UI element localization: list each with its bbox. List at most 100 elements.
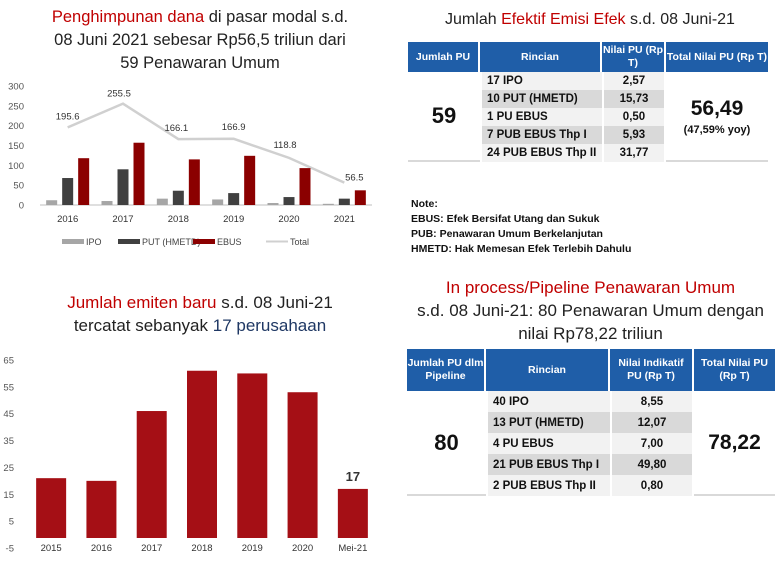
- fundraising-title-red: Penghimpunan dana: [51, 8, 205, 26]
- pipeline-table: Jumlah PU dlm Pipeline Rincian Nilai Ind…: [407, 349, 775, 496]
- bar-ebus-2019: [244, 155, 256, 205]
- note-block: Note: EBUS: Efek Bersifat Utang dan Suku…: [411, 197, 631, 257]
- pipeline-rincian: 13 PUT (HMETD): [486, 412, 610, 433]
- pipeline-nilai: 12,07: [610, 412, 694, 433]
- effective-section: Jumlah Efektif Emisi Efek s.d. 08 Juni-2…: [405, 8, 775, 31]
- note-line: PUB: Penawaran Umum Berkelanjutan: [411, 228, 603, 240]
- bar-ipo-2021: [322, 203, 334, 205]
- x-tick-label: 2017: [112, 214, 133, 225]
- pipeline-row: 80 40 IPO 8,55 78,22: [407, 391, 775, 496]
- x-tick-label: 2019: [242, 543, 263, 554]
- bar-ebus-2018: [188, 159, 200, 205]
- legend-label: IPO: [86, 237, 102, 247]
- note-line: HMETD: Hak Memesan Efek Terlebih Dahulu: [411, 243, 632, 255]
- pipeline-row: 13 PUT (HMETD) 12,07: [407, 412, 775, 433]
- x-tick-label: 2016: [91, 543, 112, 554]
- bar-ipo-2016: [46, 200, 58, 205]
- pipeline-subtitle-line2: nilai Rp78,22 triliun: [518, 324, 663, 343]
- effective-row: 24 PUB EBUS Thp II 31,77: [408, 144, 768, 162]
- bar-ebus-2021: [354, 190, 366, 205]
- effective-total: 56,49 (47,59% yoy): [666, 72, 768, 162]
- y-tick-label: 250: [8, 101, 24, 112]
- total-data-label: 56.5: [345, 173, 364, 184]
- bar-ebus-2020: [299, 168, 311, 205]
- pipeline-rincian: 21 PUB EBUS Thp I: [486, 454, 610, 475]
- y-tick-label: 55: [3, 382, 14, 393]
- issuers-chart: -5 5 15 25 35 45 55 65 2015 2016 2017 2018 2019 2020 M…: [3, 356, 368, 555]
- effective-nilai: 5,93: [602, 126, 666, 144]
- y-tick-label: 300: [8, 82, 24, 93]
- pipeline-total: 78,22: [694, 391, 775, 496]
- fundraising-title-line2: 08 Juni 2021 sebesar Rp56,5 triliun dari: [54, 31, 346, 49]
- effective-title-red: Efektif Emisi Efek: [501, 11, 626, 28]
- bar-ipo-2017: [101, 201, 113, 205]
- pipeline-header-nilai: Nilai Indikatif PU (Rp T): [610, 349, 694, 391]
- legend-label: Total: [290, 237, 309, 247]
- bar-2017: [136, 411, 167, 538]
- pipeline-nilai: 49,80: [610, 454, 694, 475]
- issuers-title-rest: s.d. 08 Juni-21: [216, 293, 333, 312]
- effective-row: 7 PUB EBUS Thp I 5,93: [408, 126, 768, 144]
- pipeline-rincian: 2 PUB EBUS Thp II: [486, 475, 610, 496]
- pipeline-nilai: 0,80: [610, 475, 694, 496]
- fundraising-title: Penghimpunan dana di pasar modal s.d. 08…: [0, 6, 400, 75]
- y-tick-label: 5: [9, 517, 14, 528]
- effective-header-count: Jumlah PU: [408, 42, 480, 72]
- bar-put-hmetd--2019: [228, 193, 240, 205]
- bar-put-hmetd--2018: [172, 190, 184, 205]
- pipeline-nilai: 8,55: [610, 391, 694, 412]
- total-data-label: 118.8: [273, 140, 296, 151]
- legend-swatch: [118, 239, 140, 244]
- pipeline-title-red: In process/Pipeline Penawaran Umum: [445, 278, 736, 297]
- legend-label: PUT (HMETD): [142, 237, 200, 247]
- legend-swatch: [193, 239, 215, 244]
- bar-2019: [237, 373, 268, 538]
- total-data-label: 195.6: [56, 111, 80, 122]
- effective-rincian: 17 IPO: [480, 72, 602, 90]
- y-tick-label: 35: [3, 436, 14, 447]
- x-tick-label: Mei-21: [338, 543, 367, 554]
- effective-header-rincian: Rincian: [480, 42, 602, 72]
- x-tick-label: 2015: [41, 543, 62, 554]
- y-tick-label: 25: [3, 463, 14, 474]
- effective-rincian: 1 PU EBUS: [480, 108, 602, 126]
- y-tick-label: 100: [8, 161, 24, 172]
- pipeline-title: In process/Pipeline Penawaran Umum s.d. …: [400, 276, 781, 345]
- total-data-label: 166.9: [222, 122, 246, 133]
- y-tick-label: -5: [6, 544, 14, 555]
- x-tick-label: 2021: [334, 214, 355, 225]
- y-tick-label: 150: [8, 141, 24, 152]
- fundraising-section: Penghimpunan dana di pasar modal s.d. 08…: [0, 6, 400, 75]
- effective-total-value: 56,49: [690, 96, 744, 120]
- pipeline-header-rincian: Rincian: [486, 349, 610, 391]
- bar-put-hmetd--2020: [283, 197, 295, 205]
- effective-rincian: 24 PUB EBUS Thp II: [480, 144, 602, 162]
- bar-2016: [86, 480, 117, 538]
- total-series-line: [67, 102, 345, 184]
- pipeline-row: 2 PUB EBUS Thp II 0,80: [407, 475, 775, 496]
- bar-ebus-2016: [78, 158, 90, 205]
- pipeline-nilai: 7,00: [610, 433, 694, 454]
- issuers-line2-blue: 17 perusahaan: [212, 316, 327, 335]
- y-tick-label: 65: [3, 356, 14, 367]
- issuers-line2-pre: tercatat sebanyak: [73, 316, 213, 335]
- effective-rincian: 7 PUB EBUS Thp I: [480, 126, 602, 144]
- x-tick-label: 2020: [278, 214, 299, 225]
- pipeline-header-total: Total Nilai PU (Rp T): [694, 349, 775, 391]
- pipeline-row: 21 PUB EBUS Thp I 49,80: [407, 454, 775, 475]
- total-data-label: 166.1: [164, 123, 188, 134]
- effective-count: 59: [408, 72, 480, 162]
- effective-nilai: 0,50: [602, 108, 666, 126]
- effective-row: 10 PUT (HMETD) 15,73: [408, 90, 768, 108]
- effective-table: Jumlah PU Rincian Nilai PU (Rp T) Total …: [408, 42, 768, 162]
- note-line: EBUS: Efek Bersifat Utang dan Sukuk: [411, 213, 600, 225]
- total-data-label: 255.5: [107, 89, 131, 100]
- legend-label: EBUS: [217, 237, 242, 247]
- effective-header-total: Total Nilai PU (Rp T): [666, 42, 768, 72]
- effective-title: Jumlah Efektif Emisi Efek s.d. 08 Juni-2…: [405, 8, 775, 31]
- bar-2020: [287, 392, 318, 538]
- x-tick-label: 2017: [141, 543, 162, 554]
- x-tick-label: 2018: [168, 214, 189, 225]
- bar-ebus-2017: [133, 142, 145, 205]
- bar-data-label: 17: [346, 469, 360, 484]
